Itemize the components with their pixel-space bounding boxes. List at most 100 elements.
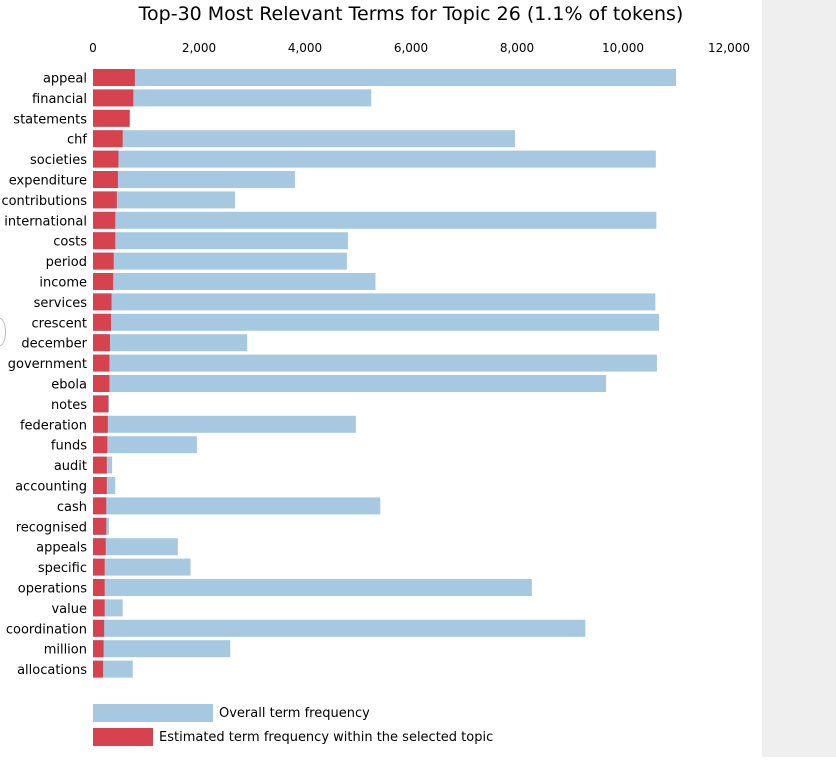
term-label: ebola: [51, 378, 87, 393]
term-label: financial: [32, 92, 87, 107]
overall-frequency-bar[interactable]: [93, 89, 372, 107]
term-label: expenditure: [9, 174, 87, 189]
term-label: government: [8, 357, 87, 372]
term-label: costs: [53, 235, 87, 250]
topic-frequency-bar[interactable]: [93, 395, 109, 413]
topic-frequency-bar[interactable]: [93, 171, 118, 188]
x-tick-label: 4,000: [288, 41, 322, 55]
topic-frequency-bar[interactable]: [93, 619, 105, 637]
x-tick-label: 6,000: [394, 41, 428, 55]
x-tick-label: 8,000: [500, 41, 534, 55]
term-label: appeal: [43, 72, 87, 87]
scroll-gutter: [762, 0, 836, 757]
term-label: international: [4, 214, 87, 229]
topic-bars: [93, 69, 135, 678]
overall-frequency-bar[interactable]: [93, 232, 348, 250]
overall-frequency-bar[interactable]: [93, 69, 676, 86]
topic-frequency-bar[interactable]: [93, 375, 110, 392]
term-label: cash: [57, 500, 87, 515]
overall-frequency-bar[interactable]: [93, 130, 515, 148]
term-label: chf: [67, 133, 87, 148]
topic-frequency-bar[interactable]: [93, 599, 105, 617]
term-label: december: [21, 337, 87, 352]
term-label: contributions: [1, 194, 87, 209]
topic-frequency-bar[interactable]: [93, 354, 110, 372]
topic-frequency-bar[interactable]: [93, 579, 105, 596]
x-axis: 0 2,000 4,000 6,000 8,000 10,000 12,000: [89, 41, 750, 55]
topic-frequency-bar[interactable]: [93, 497, 107, 515]
legend-label-overall: Overall term frequency: [219, 706, 370, 721]
term-label: value: [51, 602, 87, 617]
topic-frequency-bar[interactable]: [93, 456, 107, 474]
term-label: period: [46, 255, 87, 270]
topic-frequency-bar[interactable]: [93, 89, 134, 107]
topic-frequency-bar[interactable]: [93, 415, 108, 433]
term-label: crescent: [32, 316, 87, 331]
x-tick-label: 12,000: [708, 41, 750, 55]
term-label: services: [34, 296, 88, 311]
term-label: coordination: [6, 622, 87, 637]
overall-frequency-bar[interactable]: [93, 171, 295, 188]
topic-frequency-bar[interactable]: [93, 211, 116, 229]
topic-frequency-bar[interactable]: [93, 436, 108, 454]
topic-frequency-bar[interactable]: [93, 517, 107, 535]
legend-swatch-overall: [93, 704, 213, 722]
overall-frequency-bar[interactable]: [93, 252, 347, 270]
topic-frequency-bar[interactable]: [93, 640, 104, 658]
topic-frequency-bar[interactable]: [93, 477, 107, 494]
legend-swatch-topic: [93, 728, 153, 746]
topic-frequency-bar[interactable]: [93, 252, 114, 270]
term-label: federation: [20, 418, 87, 433]
term-label: appeals: [36, 541, 87, 556]
term-label: income: [39, 276, 87, 291]
overall-frequency-bar[interactable]: [93, 273, 376, 290]
overall-frequency-bar[interactable]: [93, 334, 248, 352]
term-label: recognised: [16, 520, 87, 535]
term-label: accounting: [15, 480, 87, 495]
topic-frequency-bar[interactable]: [93, 191, 117, 209]
topic-frequency-bar[interactable]: [93, 69, 135, 86]
term-label: allocations: [17, 663, 87, 678]
topic-frequency-bar[interactable]: [93, 232, 116, 250]
overall-frequency-bar[interactable]: [93, 579, 532, 596]
topic-frequency-bar[interactable]: [93, 334, 110, 352]
topic-frequency-bar[interactable]: [93, 150, 119, 168]
overall-frequency-bar[interactable]: [93, 293, 656, 311]
legend-label-topic: Estimated term frequency within the sele…: [159, 730, 493, 745]
topic-frequency-bar[interactable]: [93, 538, 106, 556]
chart-panel: Top-30 Most Relevant Terms for Topic 26 …: [1, 3, 750, 746]
topic-frequency-bar[interactable]: [93, 293, 112, 311]
overall-frequency-bar[interactable]: [93, 354, 657, 372]
overall-frequency-bar[interactable]: [93, 436, 197, 454]
overall-frequency-bar[interactable]: [93, 191, 236, 209]
topic-frequency-bar[interactable]: [93, 130, 123, 148]
term-label: operations: [18, 582, 87, 597]
relevant-terms-chart: Top-30 Most Relevant Terms for Topic 26 …: [1, 3, 750, 746]
x-tick-label: 0: [89, 41, 97, 55]
overall-frequency-bar[interactable]: [93, 211, 657, 229]
overall-frequency-bar[interactable]: [93, 538, 178, 556]
overall-frequency-bar[interactable]: [93, 640, 231, 658]
term-label: specific: [38, 561, 87, 576]
overall-frequency-bar[interactable]: [93, 497, 381, 515]
topic-frequency-bar[interactable]: [93, 109, 130, 127]
overall-frequency-bar[interactable]: [93, 375, 607, 392]
x-tick-label: 2,000: [182, 41, 216, 55]
term-label: notes: [51, 398, 87, 413]
overall-frequency-bar[interactable]: [93, 415, 356, 433]
overall-frequency-bar[interactable]: [93, 619, 586, 637]
topic-frequency-bar[interactable]: [93, 273, 114, 290]
y-axis-labels: appeal financial statements chf societies exp…: [1, 72, 87, 679]
term-label: societies: [30, 153, 87, 168]
term-label: statements: [13, 112, 87, 127]
term-label: funds: [51, 439, 87, 454]
overall-frequency-bar[interactable]: [93, 558, 191, 576]
topic-frequency-bar[interactable]: [93, 558, 105, 576]
topic-frequency-bar[interactable]: [93, 660, 104, 678]
topic-frequency-bar[interactable]: [93, 313, 112, 331]
x-tick-label: 10,000: [602, 41, 644, 55]
term-label: audit: [54, 459, 87, 474]
chart-title: Top-30 Most Relevant Terms for Topic 26 …: [138, 3, 684, 25]
overall-frequency-bar[interactable]: [93, 313, 660, 331]
overall-frequency-bar[interactable]: [93, 150, 656, 168]
